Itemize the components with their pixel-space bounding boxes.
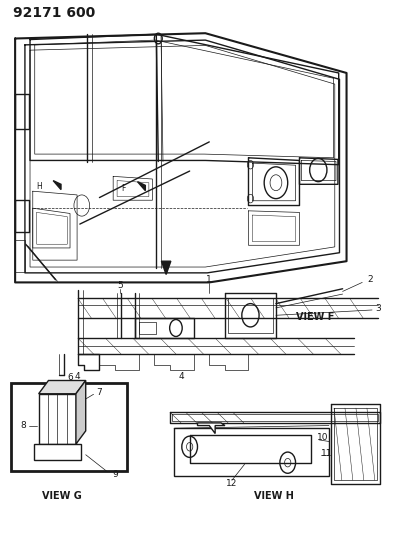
Polygon shape	[162, 261, 171, 274]
Polygon shape	[53, 181, 61, 190]
Text: 4: 4	[75, 372, 81, 381]
Polygon shape	[198, 423, 225, 433]
Text: VIEW H: VIEW H	[254, 490, 294, 500]
Text: 9: 9	[112, 471, 118, 479]
Polygon shape	[137, 182, 145, 191]
Polygon shape	[174, 428, 329, 476]
Text: 7: 7	[96, 388, 102, 397]
Text: 4: 4	[179, 372, 184, 381]
Text: VIEW G: VIEW G	[42, 490, 82, 500]
Text: H: H	[36, 182, 41, 191]
Text: 6: 6	[67, 373, 73, 382]
Text: VIEW F: VIEW F	[296, 312, 334, 322]
Text: F: F	[121, 183, 125, 192]
Text: 12: 12	[226, 479, 238, 488]
Polygon shape	[39, 381, 86, 394]
Text: 11: 11	[321, 449, 333, 458]
Text: 92171 600: 92171 600	[13, 6, 96, 20]
Text: 3: 3	[375, 304, 381, 313]
Text: 5: 5	[117, 280, 123, 289]
Polygon shape	[34, 444, 81, 460]
Text: 10: 10	[317, 433, 329, 442]
Polygon shape	[39, 394, 76, 444]
Text: 1: 1	[207, 275, 212, 284]
Polygon shape	[76, 381, 86, 444]
Bar	[11, 383, 127, 471]
Text: 8: 8	[20, 421, 26, 430]
Text: 2: 2	[367, 275, 373, 284]
